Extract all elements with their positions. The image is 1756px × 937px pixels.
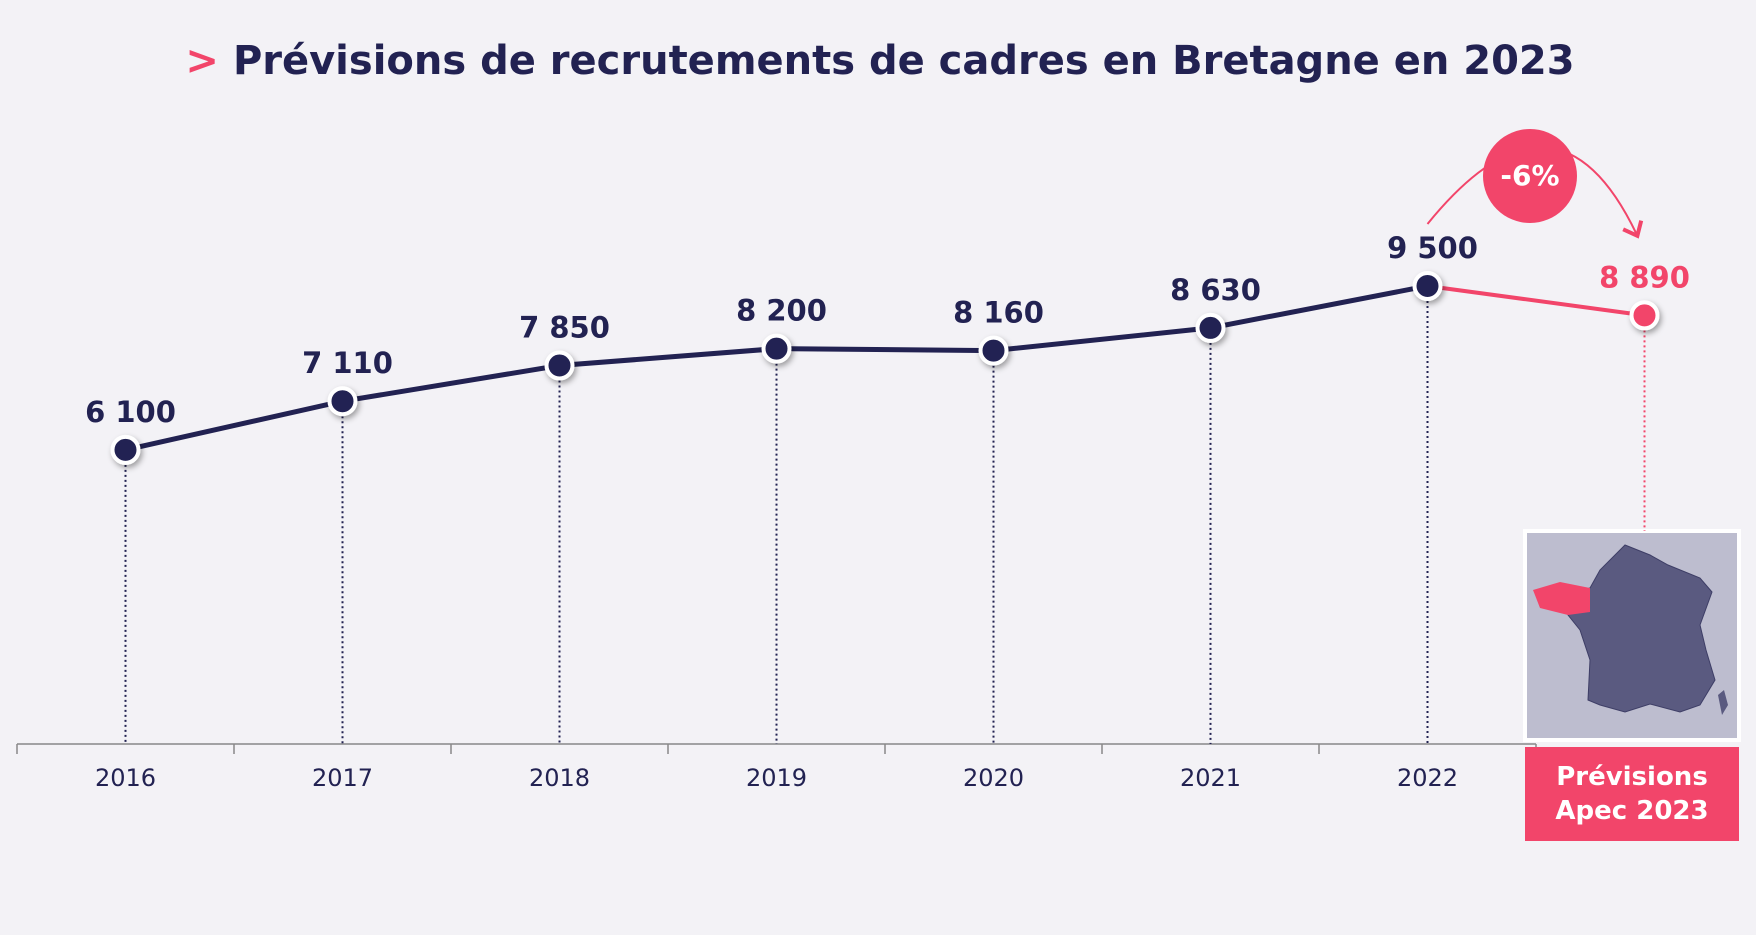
point <box>327 386 358 417</box>
change-label: -6% <box>1500 159 1559 192</box>
point <box>1412 270 1443 301</box>
point <box>110 434 141 465</box>
value-label: 7 110 <box>302 346 393 380</box>
forecast-label: Prévisions Apec 2023 <box>1525 747 1739 841</box>
value-label: 8 200 <box>736 294 827 328</box>
point <box>544 350 575 381</box>
value-label: 8 890 <box>1599 260 1690 294</box>
title-marker: > <box>185 38 219 84</box>
value-label: 6 100 <box>85 395 176 429</box>
x-tick-label: 2020 <box>963 764 1024 792</box>
point <box>761 333 792 364</box>
x-tick-label: 2016 <box>95 764 156 792</box>
x-tick-label: 2021 <box>1180 764 1241 792</box>
change-badge <box>1483 129 1577 223</box>
value-label: 7 850 <box>519 311 610 345</box>
corsica-shape <box>1718 690 1728 715</box>
forecast-line <box>1427 283 1645 318</box>
x-tick-label: 2022 <box>1397 764 1458 792</box>
brittany-shape <box>1533 582 1590 615</box>
x-tick-label: 2018 <box>529 764 590 792</box>
title-text: Prévisions de recrutements de cadres en … <box>233 38 1575 84</box>
map <box>1523 529 1741 742</box>
x-tick-label: 2017 <box>312 764 373 792</box>
chart-title: > Prévisions de recrutements de cadres en… <box>185 38 1574 84</box>
point <box>978 335 1009 366</box>
value-label: 8 160 <box>953 296 1044 330</box>
value-label: 9 500 <box>1387 231 1478 265</box>
point <box>1195 312 1226 343</box>
point <box>1629 300 1660 331</box>
x-tick-label: 2019 <box>746 764 807 792</box>
value-label: 8 630 <box>1170 273 1261 307</box>
